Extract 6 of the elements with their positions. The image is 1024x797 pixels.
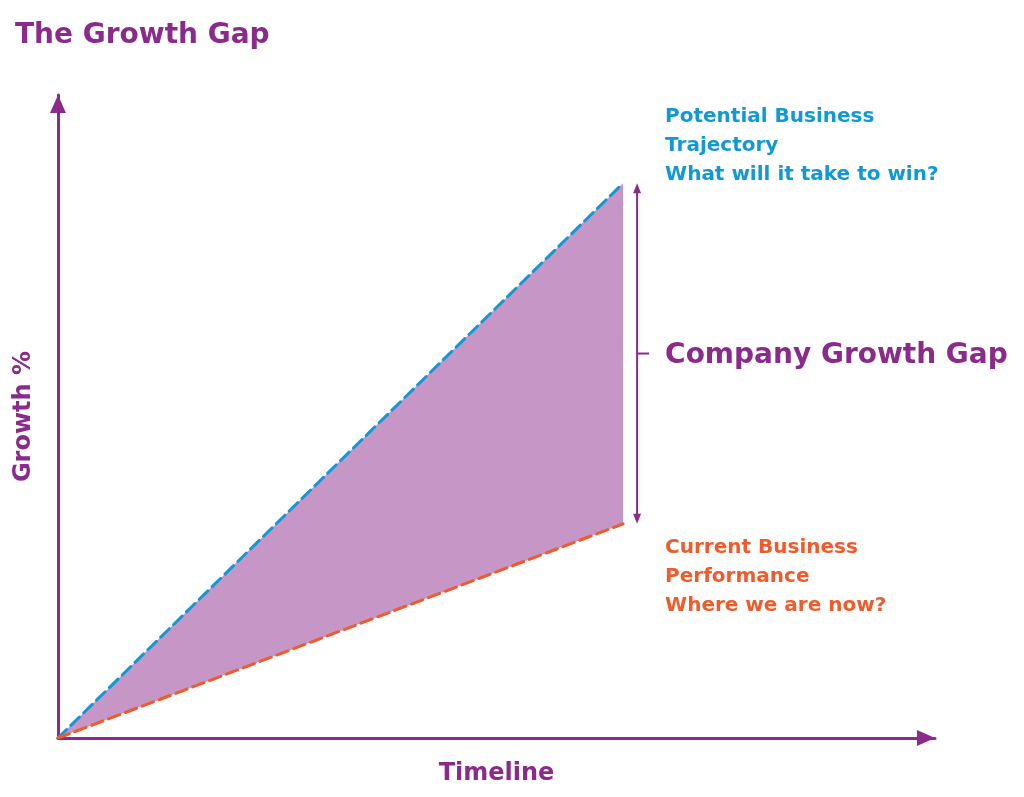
annotation: Potential Business Trajectory What will it take to win? xyxy=(665,102,939,185)
x-axis-title: Timeline xyxy=(438,758,555,786)
annotation: Company Growth Gap xyxy=(665,337,1008,371)
annotation: Current Business Performance Where we are now? xyxy=(665,534,887,617)
chart-title: The Growth Gap xyxy=(15,16,270,50)
y-axis-title: Growth % xyxy=(8,350,36,483)
